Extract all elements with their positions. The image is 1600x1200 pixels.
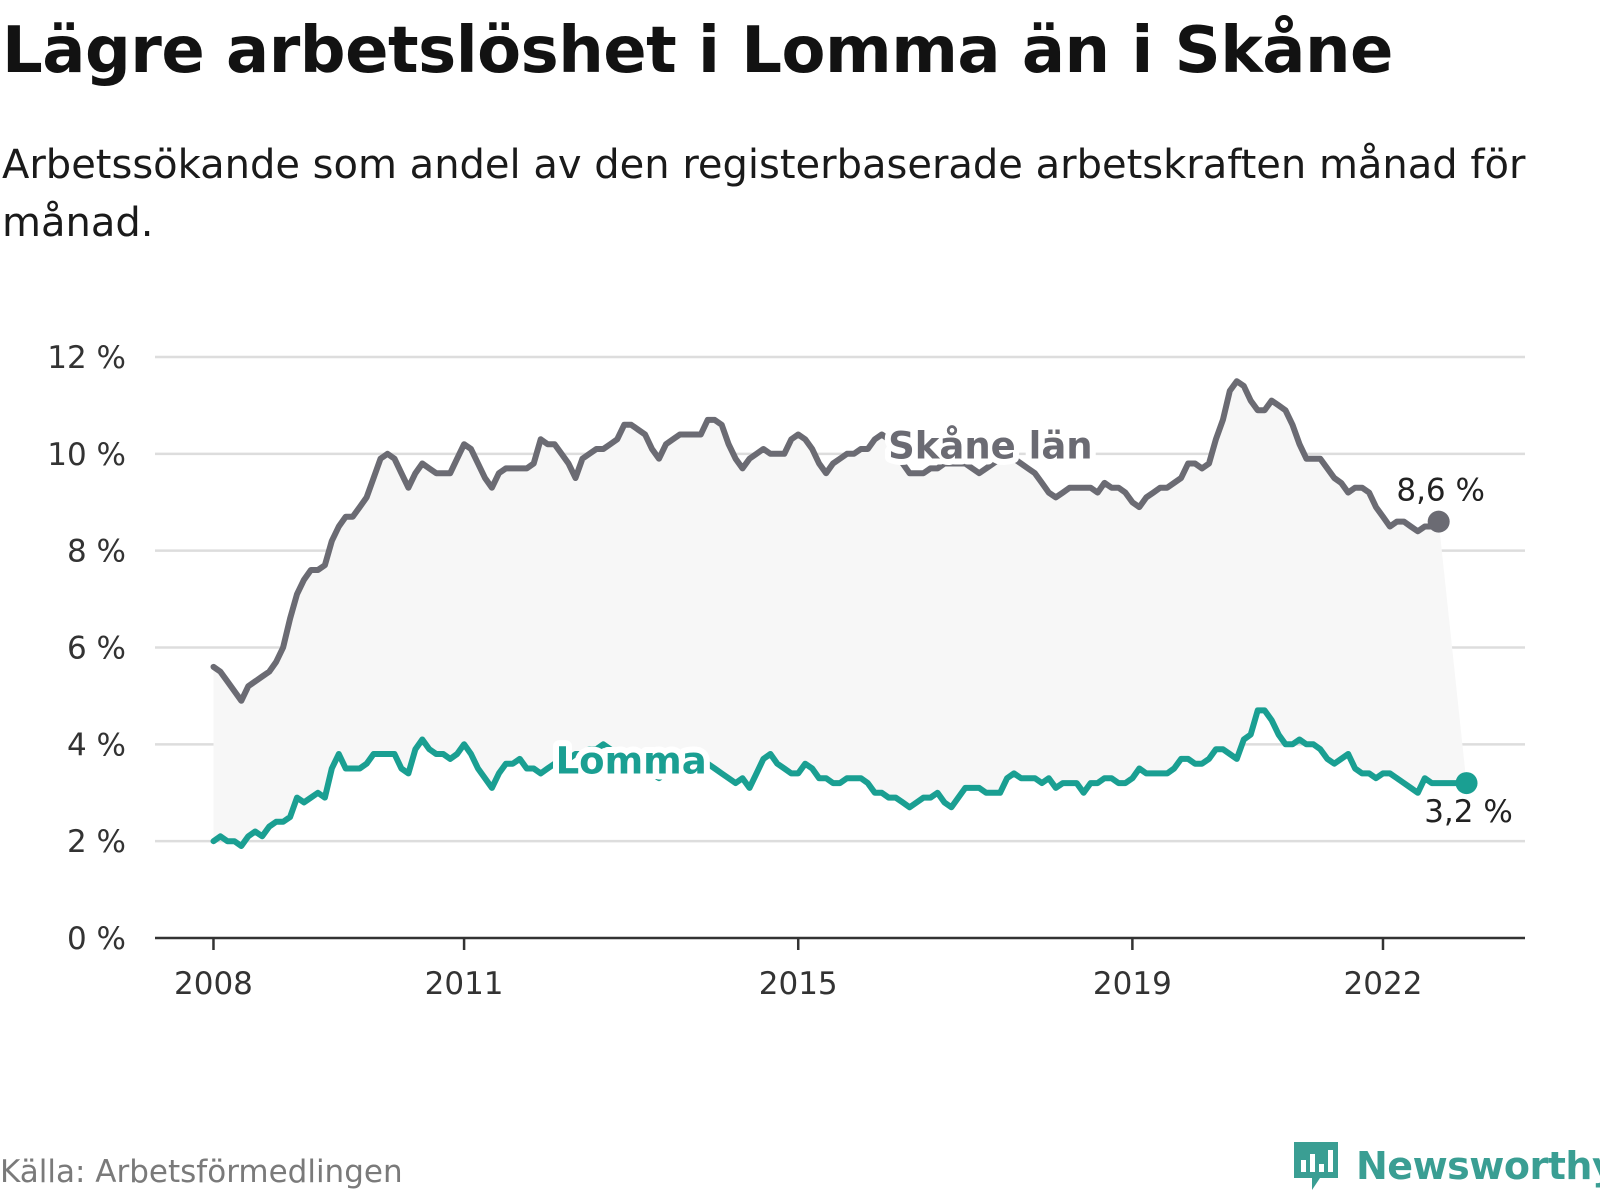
x-tick-label: 2011 (425, 966, 504, 1002)
y-tick-label: 2 % (67, 824, 126, 860)
x-axis-ticks: 2008 2011 2015 2019 2022 (174, 938, 1422, 1002)
y-tick-label: 8 % (67, 534, 126, 570)
x-tick-label: 2019 (1093, 966, 1172, 1002)
y-tick-label: 0 % (67, 921, 126, 957)
x-tick-label: 2008 (174, 966, 253, 1002)
series-labels: Skåne län Lomma 8,6 % 3,2 % (550, 419, 1517, 834)
brand-logo[interactable]: Newsworthy (1290, 1138, 1600, 1194)
y-tick-label: 12 % (47, 340, 126, 376)
source-note: Källa: Arbetsförmedlingen (0, 1154, 403, 1190)
x-tick-label: 2015 (759, 966, 838, 1002)
y-tick-label: 4 % (67, 727, 126, 763)
series-end-marker (1455, 772, 1478, 795)
series-name-label: Skåne län (888, 425, 1093, 468)
series-end-label: 3,2 % (1424, 794, 1513, 830)
newsworthy-logo-icon (1294, 1142, 1338, 1190)
chart-subtitle: Arbetssökande som andel av den registerb… (2, 142, 1526, 246)
x-tick-label: 2022 (1344, 966, 1423, 1002)
range-band (213, 381, 1467, 846)
series-end-marker (1427, 510, 1450, 533)
y-tick-label: 10 % (47, 437, 126, 473)
y-tick-label: 6 % (67, 631, 126, 667)
series-name-label: Lomma (556, 739, 707, 782)
series-lines (210, 378, 1478, 849)
brand-name: Newsworthy (1356, 1144, 1600, 1188)
chart-title: Lägre arbetslöshet i Lomma än i Skåne (2, 14, 1393, 88)
series-line-0 (210, 378, 1442, 704)
series-end-label: 8,6 % (1396, 473, 1485, 509)
series-line-1 (210, 707, 1470, 849)
